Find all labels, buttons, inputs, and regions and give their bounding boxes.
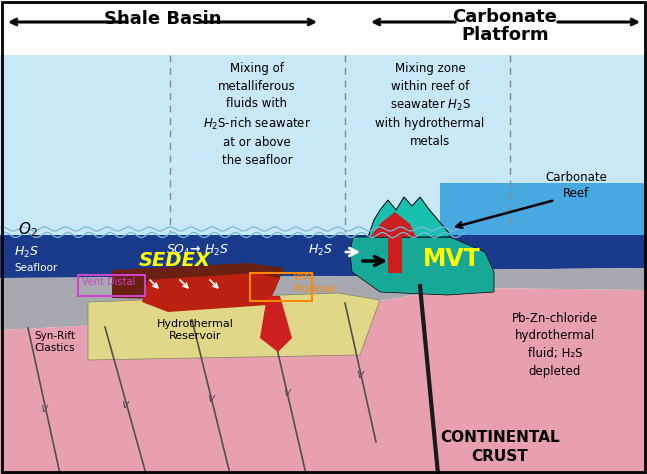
Polygon shape — [88, 293, 380, 360]
Bar — [0, 55, 647, 235]
Text: v: v — [356, 368, 364, 382]
Text: v: v — [283, 386, 291, 400]
Bar — [388, 237, 402, 273]
Polygon shape — [350, 237, 494, 295]
Text: MVT: MVT — [423, 247, 481, 271]
Text: Vent Distal: Vent Distal — [82, 277, 135, 287]
Text: Vent
Proximal: Vent Proximal — [293, 272, 335, 294]
Text: Pb-Zn-chloride
hydrothermal
fluid; H₂S
depleted: Pb-Zn-chloride hydrothermal fluid; H₂S d… — [512, 311, 598, 379]
Text: Platform: Platform — [461, 26, 549, 44]
Text: v: v — [207, 392, 215, 404]
Polygon shape — [0, 288, 647, 474]
Text: Carbonate: Carbonate — [452, 8, 558, 26]
Polygon shape — [112, 263, 284, 300]
Text: Syn-Rift
Clastics: Syn-Rift Clastics — [34, 331, 75, 353]
Text: v: v — [122, 399, 129, 411]
Text: v: v — [40, 401, 48, 414]
Polygon shape — [370, 212, 416, 237]
Text: $O_2$: $O_2$ — [18, 221, 38, 239]
Polygon shape — [142, 273, 280, 312]
Bar — [440, 183, 647, 235]
Text: SEDEX: SEDEX — [139, 252, 211, 271]
Text: $SO_4$→ $H_2S$: $SO_4$→ $H_2S$ — [166, 242, 230, 257]
Polygon shape — [368, 197, 450, 237]
Text: $H_2S$: $H_2S$ — [14, 245, 39, 260]
Text: $H_2S$: $H_2S$ — [308, 242, 333, 257]
Text: Hydrothermal
Reservoir: Hydrothermal Reservoir — [157, 319, 234, 341]
Text: Carbonate
Reef: Carbonate Reef — [545, 171, 607, 200]
Text: Mixing zone
within reef of
seawater $H_2$S
with hydrothermal
metals: Mixing zone within reef of seawater $H_2… — [375, 62, 485, 147]
Polygon shape — [0, 268, 647, 330]
Polygon shape — [0, 235, 647, 278]
Polygon shape — [260, 296, 292, 352]
Text: Shale Basin: Shale Basin — [104, 10, 222, 28]
Text: CONTINENTAL
CRUST: CONTINENTAL CRUST — [440, 430, 560, 464]
Bar — [0, 0, 647, 55]
Text: Seafloor: Seafloor — [14, 263, 57, 273]
Text: Mixing of
metalliferous
fluids with
$H_2$S-rich seawater
at or above
the seafloo: Mixing of metalliferous fluids with $H_2… — [203, 62, 311, 166]
